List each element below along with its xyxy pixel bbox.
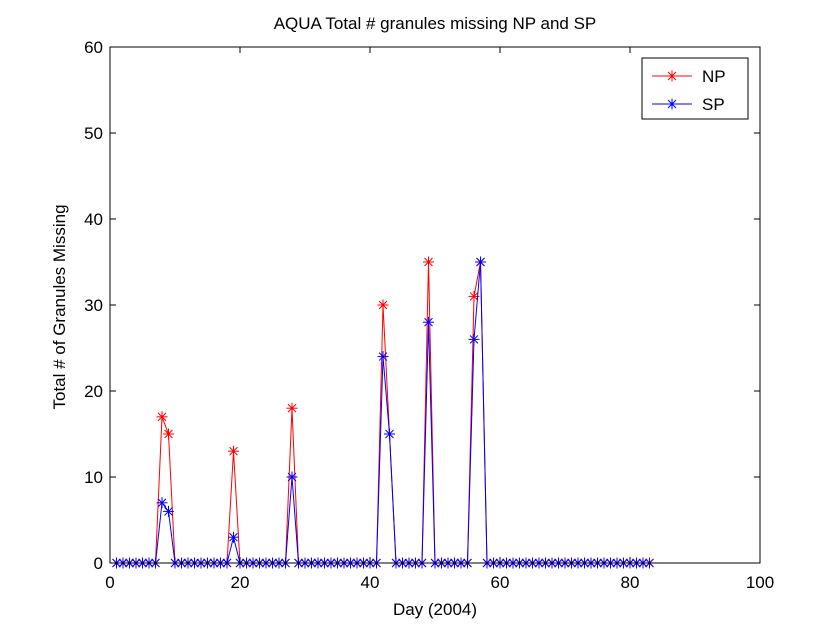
legend-entries: NP SP (652, 67, 726, 114)
x-tick-label: 100 (746, 573, 774, 592)
marker-stroke (378, 300, 388, 310)
marker-stroke (229, 446, 238, 456)
marker-stroke (469, 335, 479, 344)
marker-stroke (287, 403, 297, 413)
data-point-sp (163, 505, 174, 517)
marker-stroke (469, 292, 479, 301)
tick-layer: 0 20 40 60 80 100 0 10 20 30 40 50 60 (84, 38, 774, 592)
legend: NP SP (641, 57, 749, 120)
legend-marker-np (666, 70, 678, 82)
marker-stroke (164, 429, 173, 439)
marker-stroke (164, 507, 173, 516)
legend-box (641, 57, 749, 120)
data-point-sp (377, 351, 389, 363)
y-tick-label: 30 (84, 296, 103, 315)
data-point-np (423, 256, 434, 268)
x-tick-label: 0 (105, 573, 114, 592)
marker-stroke (378, 352, 388, 361)
y-tick-label: 40 (84, 210, 103, 229)
legend-marker-sp (666, 98, 678, 110)
y-axis-label: Total # of Granules Missing (50, 204, 69, 409)
marker-stroke (157, 412, 167, 422)
y-tick-label: 50 (84, 124, 103, 143)
y-tick-label: 10 (84, 468, 103, 487)
data-point-sp (468, 333, 480, 345)
data-point-np (163, 428, 174, 440)
marker-stroke (157, 498, 167, 508)
x-tick-label: 80 (621, 573, 640, 592)
marker-stroke (229, 532, 238, 542)
data-point-sp (286, 471, 298, 483)
marker-stroke (667, 99, 677, 109)
marker-stroke (424, 317, 433, 327)
x-tick-label: 60 (491, 573, 510, 592)
marker-stroke (287, 472, 297, 482)
data-point-sp (228, 531, 239, 543)
y-tick-label: 60 (84, 38, 103, 57)
legend-label-sp: SP (702, 95, 725, 114)
data-point-np (228, 445, 239, 457)
data-point-np (156, 411, 168, 423)
data-point-sp (475, 256, 486, 268)
chart-title: AQUA Total # granules missing NP and SP (274, 14, 597, 33)
x-tick-label: 20 (231, 573, 250, 592)
x-tick-label: 40 (361, 573, 380, 592)
data-point-sp (384, 428, 395, 440)
marker-stroke (385, 429, 394, 439)
x-axis-label: Day (2004) (393, 600, 477, 619)
data-point-sp (156, 497, 168, 509)
plot-area (110, 47, 760, 563)
marker-stroke (476, 257, 485, 267)
data-point-sp (423, 316, 434, 328)
y-tick-label: 0 (94, 554, 103, 573)
legend-label-np: NP (702, 67, 726, 86)
data-point-np (286, 402, 298, 414)
data-point-np (377, 299, 389, 311)
y-tick-label: 20 (84, 382, 103, 401)
marker-stroke (424, 257, 433, 267)
marker-stroke (667, 71, 677, 81)
